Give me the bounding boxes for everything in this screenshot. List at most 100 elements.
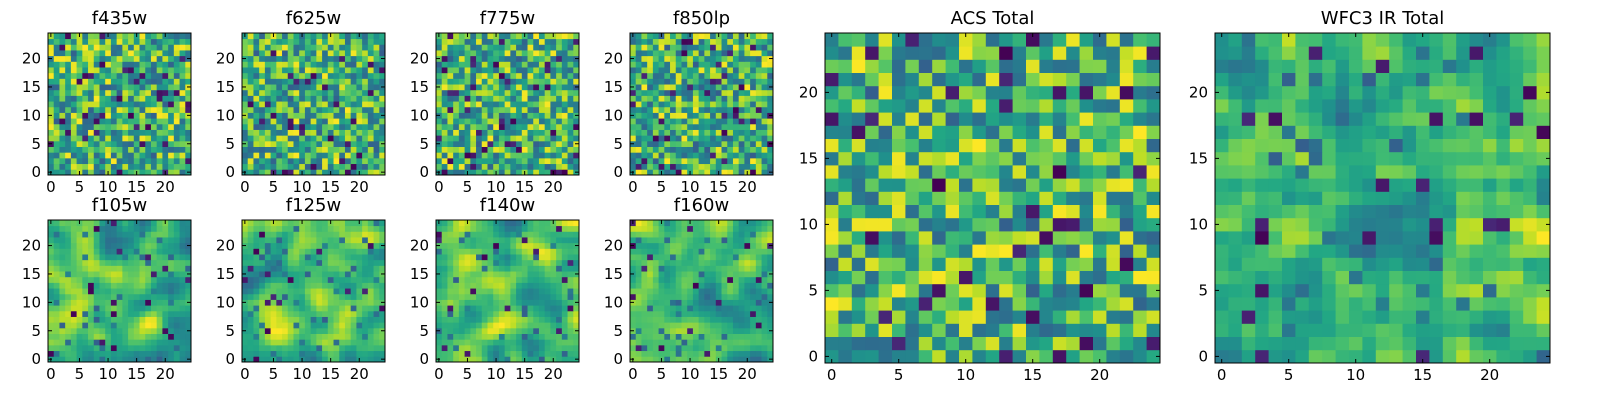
heatmap-cell xyxy=(293,310,300,317)
heatmap-cell xyxy=(299,89,306,96)
heatmap-cell xyxy=(481,50,488,57)
heatmap-cell xyxy=(70,265,77,272)
heatmap-cell xyxy=(641,169,648,176)
heatmap-cell xyxy=(504,248,511,255)
heatmap-cell xyxy=(356,89,363,96)
heatmap-cell xyxy=(727,38,734,45)
heatmap-cell xyxy=(316,163,323,170)
heatmap-cell xyxy=(310,33,317,40)
heatmap-cell xyxy=(356,288,363,295)
heatmap-cell xyxy=(333,305,340,312)
heatmap-cell xyxy=(533,231,540,238)
heatmap-cell xyxy=(59,305,66,312)
heatmap-cell xyxy=(687,118,694,125)
heatmap-cell xyxy=(658,157,665,165)
heatmap-cell xyxy=(373,322,380,329)
heatmap-cell xyxy=(521,44,528,51)
heatmap-cell xyxy=(264,356,271,363)
heatmap-cell xyxy=(670,299,677,306)
heatmap-cell xyxy=(356,95,363,102)
heatmap-cell xyxy=(179,50,186,57)
heatmap-cell xyxy=(185,89,192,96)
heatmap-cell xyxy=(110,344,118,352)
heatmap-cell xyxy=(710,55,717,62)
heatmap-cell xyxy=(122,78,129,85)
heatmap-cell xyxy=(464,55,471,62)
heatmap-cell xyxy=(721,350,728,357)
heatmap-cell xyxy=(128,157,135,165)
heatmap-cell xyxy=(453,106,460,113)
heatmap-cell xyxy=(550,344,557,352)
heatmap-cell xyxy=(299,129,306,136)
heatmap-cell xyxy=(185,157,192,165)
heatmap-cell xyxy=(487,271,494,278)
heatmap-cell xyxy=(333,259,340,266)
heatmap-cell xyxy=(521,118,528,125)
y-tick-label: 20 xyxy=(216,237,235,255)
heatmap-cell xyxy=(652,299,659,306)
heatmap-cell xyxy=(527,33,534,40)
heatmap-cell xyxy=(487,89,494,96)
heatmap-cell xyxy=(162,152,169,159)
heatmap-cell xyxy=(145,310,152,317)
heatmap-cell xyxy=(322,350,329,357)
heatmap-cell xyxy=(70,163,77,170)
heatmap-cell xyxy=(464,225,471,232)
heatmap-cell xyxy=(498,350,506,357)
heatmap-cell xyxy=(556,299,563,306)
heatmap-cell xyxy=(82,225,89,232)
heatmap-cell xyxy=(567,140,574,147)
heatmap-cell xyxy=(744,84,751,91)
heatmap-cell xyxy=(122,293,129,300)
heatmap-cell xyxy=(544,265,551,272)
heatmap-cell xyxy=(322,237,329,244)
heatmap-cell xyxy=(493,61,500,68)
heatmap-cell xyxy=(76,38,83,45)
heatmap-cell xyxy=(270,254,277,261)
heatmap-cell xyxy=(88,339,95,346)
heatmap-cell xyxy=(350,95,357,102)
heatmap-cell xyxy=(65,220,72,227)
heatmap-cell xyxy=(510,140,517,147)
heatmap-cell xyxy=(48,152,55,159)
heatmap-cell xyxy=(447,242,454,249)
heatmap-cell xyxy=(168,231,175,238)
heatmap-cell xyxy=(82,322,89,329)
heatmap-cell xyxy=(293,344,300,352)
heatmap-cell xyxy=(70,118,77,125)
heatmap-cell xyxy=(59,67,66,74)
heatmap-cell xyxy=(350,288,357,295)
heatmap-cell xyxy=(276,259,283,266)
heatmap-cell xyxy=(316,95,323,102)
heatmap-cell xyxy=(635,112,642,119)
heatmap-cell xyxy=(110,129,118,136)
heatmap-cell xyxy=(173,118,180,125)
heatmap-cell xyxy=(70,282,77,289)
heatmap-cell xyxy=(664,327,671,334)
heatmap-cell xyxy=(276,339,283,346)
heatmap-cell xyxy=(715,38,722,45)
heatmap-cell xyxy=(276,310,283,317)
heatmap-cell xyxy=(150,327,158,334)
heatmap-cell xyxy=(641,95,648,102)
heatmap-cell xyxy=(738,123,745,130)
heatmap-cell xyxy=(133,344,140,352)
heatmap-cell xyxy=(276,89,283,96)
heatmap-cell xyxy=(675,152,682,159)
heatmap-cell xyxy=(379,106,386,113)
heatmap-cell xyxy=(470,339,477,346)
y-tick-label: 20 xyxy=(216,50,235,68)
heatmap-cell xyxy=(481,152,488,159)
heatmap-cell xyxy=(310,276,317,283)
heatmap-cell xyxy=(436,322,443,329)
heatmap-cell xyxy=(162,276,169,283)
heatmap-cell xyxy=(339,220,346,227)
heatmap-cell xyxy=(65,152,72,159)
heatmap-cell xyxy=(721,112,728,119)
heatmap-cell xyxy=(670,44,677,51)
heatmap-cell xyxy=(687,38,694,45)
heatmap-cell xyxy=(698,106,705,113)
heatmap-cell xyxy=(344,265,352,272)
heatmap-cell xyxy=(270,282,277,289)
heatmap-cell xyxy=(527,169,534,176)
